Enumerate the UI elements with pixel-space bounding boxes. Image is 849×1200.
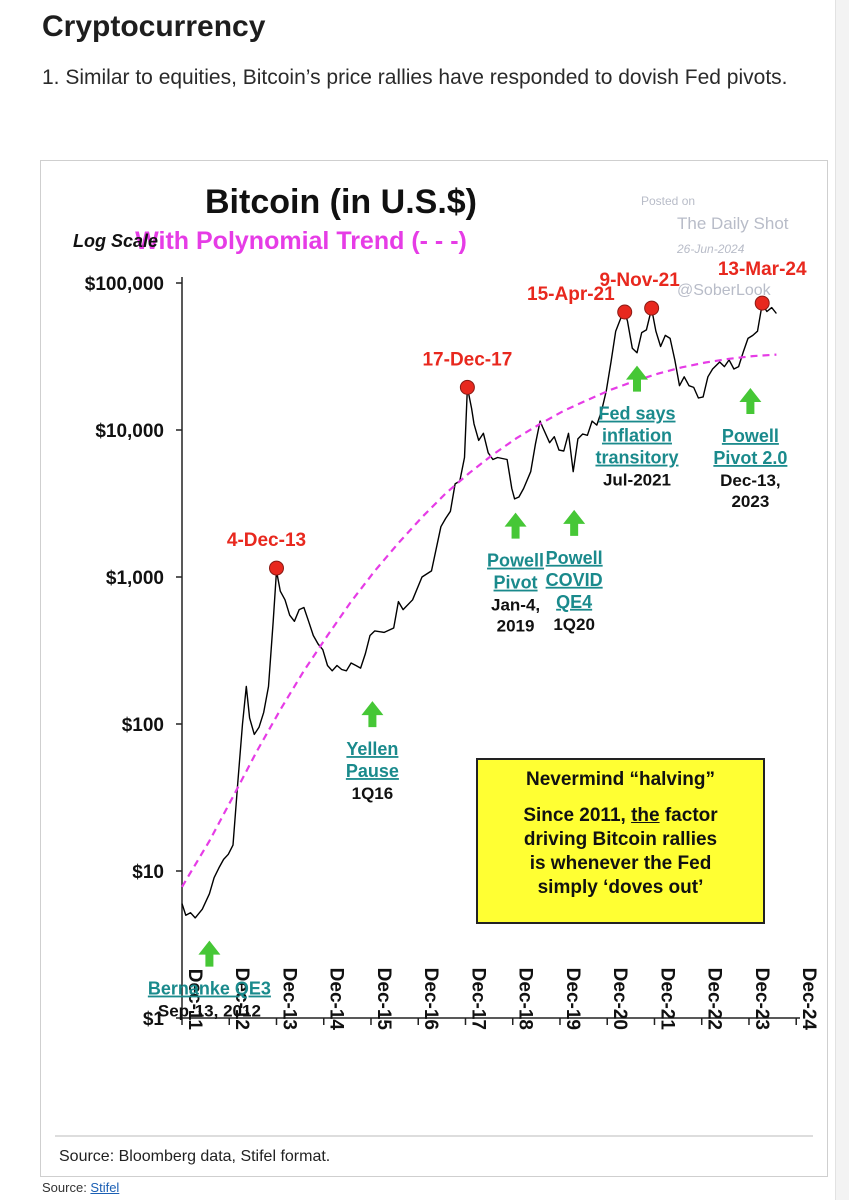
pivot-label: transitory (595, 448, 678, 468)
pivot-arrow (361, 701, 384, 728)
note-box: Nevermind “halving” Since 2011, the fact… (476, 758, 765, 924)
pivot-label: Powell (722, 426, 779, 446)
note-heading: Nevermind “halving” (526, 769, 715, 790)
pivot-date: Jan-4, (491, 596, 540, 615)
y-tick-label: $100 (122, 715, 164, 736)
x-tick-label: Dec-14 (326, 968, 347, 1031)
pivot-date: Sep-13, 2012 (158, 1002, 261, 1021)
x-tick-label: Dec-18 (515, 968, 536, 1030)
peak-label: 17-Dec-17 (422, 349, 512, 370)
watermark-posted: Posted on (641, 194, 695, 208)
peak-marker (617, 304, 633, 320)
pivot-label: Fed says (598, 404, 675, 424)
peak-marker (644, 300, 660, 316)
x-tick-label: Dec-19 (562, 968, 583, 1030)
chart-source-note: Source: Bloomberg data, Stifel format. (59, 1148, 330, 1165)
chart-subtitle: With Polynomial Trend (- - -) (135, 227, 467, 255)
note-line-3: is whenever the Fed (529, 853, 712, 874)
x-tick-label: Dec-12 (231, 968, 252, 1030)
x-tick-label: Dec-13 (278, 968, 299, 1030)
peak-label: 15-Apr-21 (527, 284, 615, 305)
peak-label: 4-Dec-13 (227, 530, 306, 551)
x-tick-label: Dec-15 (373, 968, 394, 1031)
y-tick-label: $1 (143, 1009, 165, 1030)
x-tick-label: Dec-16 (420, 968, 441, 1030)
peak-marker (754, 295, 770, 311)
pivot-arrow (625, 365, 648, 392)
chart-figure: Bitcoin (in U.S.$) With Polynomial Trend … (40, 160, 828, 1177)
pivot-label: Pause (346, 761, 399, 781)
series-trend-line (181, 353, 777, 888)
x-tick-label: Dec-17 (467, 968, 488, 1030)
pivot-label: Powell (546, 548, 603, 568)
source-link[interactable]: Stifel (90, 1180, 120, 1195)
note-line-2: driving Bitcoin rallies (523, 829, 718, 850)
x-tick-label: Dec-20 (609, 968, 630, 1030)
pivot-label: COVID (546, 570, 603, 590)
pivot-arrow (739, 388, 762, 415)
watermark-site: The Daily Shot (677, 214, 789, 233)
y-tick-label: $10 (132, 862, 164, 883)
bitcoin-chart: Bitcoin (in U.S.$) With Polynomial Trend … (55, 183, 819, 1165)
pivot-date: 1Q20 (553, 615, 595, 634)
x-tick-label: Dec-11 (184, 969, 205, 1031)
y-axis-label: Log Scale (73, 231, 158, 251)
pivot-arrow (198, 940, 221, 967)
watermark-date: 26-Jun-2024 (676, 242, 745, 256)
note-line-1: Since 2011, the factor (523, 805, 718, 826)
pivot-date: 2019 (497, 617, 535, 636)
x-tick-label: Dec-22 (704, 968, 725, 1030)
pivot-date: Jul-2021 (603, 471, 671, 490)
pivot-label: QE4 (556, 592, 592, 612)
pivot-date: 1Q16 (352, 784, 394, 803)
peak-label: 13-Mar-24 (718, 259, 807, 280)
y-tick-label: $1,000 (106, 568, 164, 589)
pivot-label: Powell (487, 551, 544, 571)
pivot-label: Pivot 2.0 (713, 448, 787, 468)
pivot-label: inflation (602, 426, 672, 446)
pivot-arrow (563, 509, 586, 536)
scrollbar[interactable] (835, 0, 849, 1200)
y-tick-label: $10,000 (95, 421, 164, 442)
watermark-handle: @SoberLook (677, 282, 772, 299)
pivot-label: Bernanke QE3 (148, 979, 271, 999)
pivot-date: 2023 (731, 492, 769, 511)
pivot-label: Yellen (346, 739, 398, 759)
peak-marker (268, 560, 284, 576)
pivot-arrow (504, 512, 527, 539)
intro-paragraph: 1. Similar to equities, Bitcoin’s price … (42, 66, 788, 89)
chart-title: Bitcoin (in U.S.$) (205, 183, 477, 221)
pivot-date: Dec-13, (720, 471, 780, 490)
peak-label: 9-Nov-21 (600, 270, 681, 291)
x-tick-label: Dec-23 (751, 968, 772, 1030)
note-line-4: simply ‘doves out’ (537, 877, 704, 898)
peak-marker (459, 379, 475, 395)
x-tick-label: Dec-21 (656, 968, 677, 1031)
pivot-label: Pivot (494, 573, 538, 593)
y-tick-label: $100,000 (85, 274, 164, 295)
x-tick-label: Dec-24 (798, 968, 819, 1031)
page-title: Cryptocurrency (42, 10, 266, 43)
page-source: Source: Stifel (42, 1180, 120, 1195)
